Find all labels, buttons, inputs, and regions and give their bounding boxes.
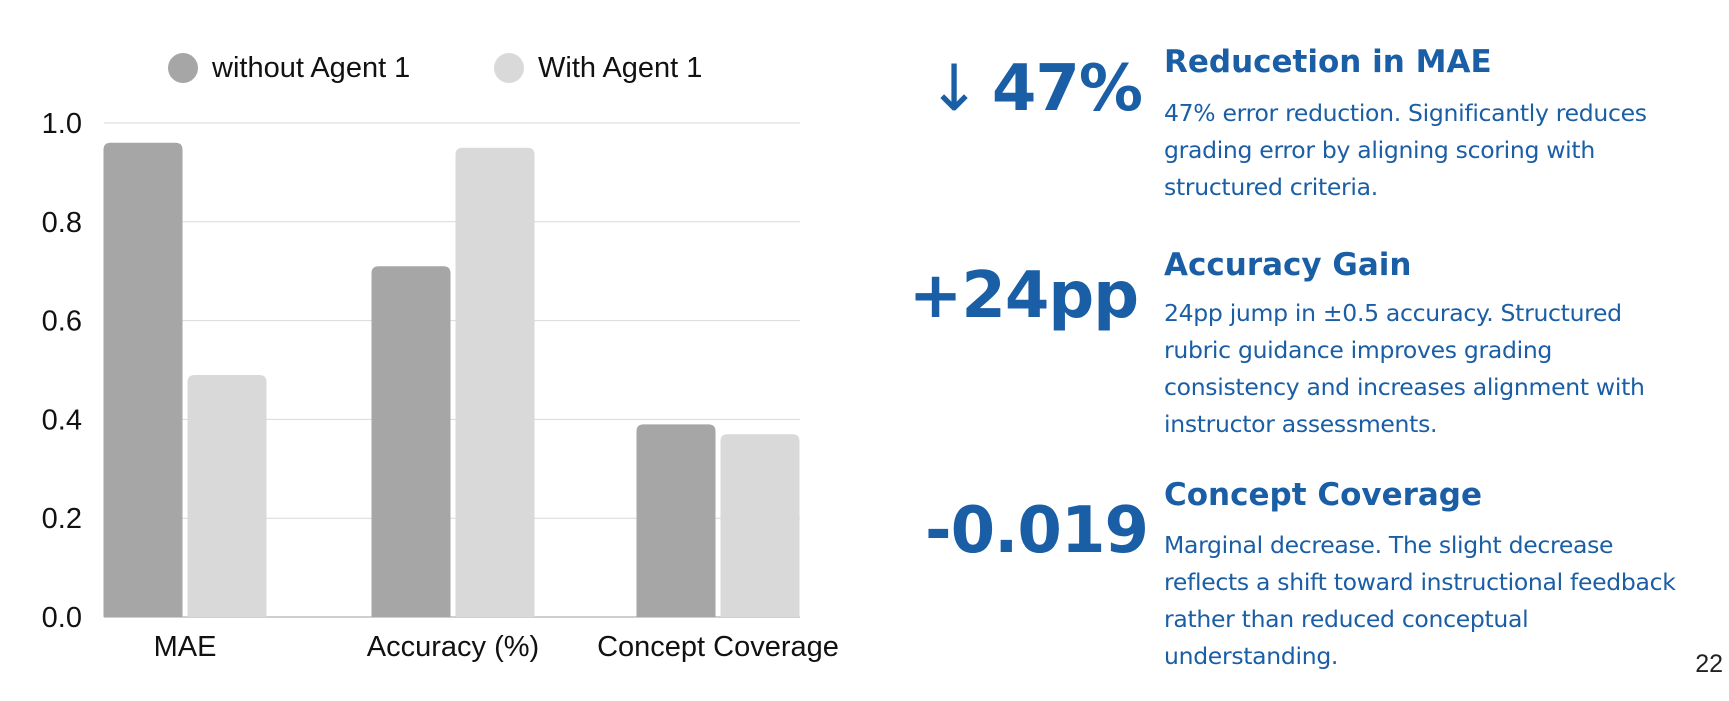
bar [720, 434, 800, 617]
bar [455, 147, 535, 617]
y-tick-label: 0.0 [42, 602, 82, 634]
metric-concept-coverage-value: -0.019 [925, 494, 1149, 568]
bar [187, 374, 267, 617]
legend-label: without Agent 1 [211, 52, 410, 84]
metric-accuracy-description: 24pp jump in ±0.5 accuracy. Structured r… [1164, 299, 1645, 438]
metric-mae-heading: Reducetion in MAE [1164, 44, 1492, 80]
metric-mae-description: 47% error reduction. Significantly reduc… [1164, 99, 1647, 201]
down-arrow-icon: ↓ [927, 52, 981, 126]
y-tick-label: 0.2 [42, 503, 82, 535]
page-number: 22 [1695, 650, 1723, 678]
metric-accuracy-value: +24pp [908, 259, 1139, 333]
legend-label: With Agent 1 [538, 52, 702, 84]
metric-mae-value: ↓ 47% [852, 52, 1143, 126]
x-tick-label: Accuracy (%) [367, 631, 539, 663]
legend-swatch [494, 53, 524, 83]
y-tick-label: 1.0 [42, 108, 82, 140]
metric-concept-coverage-heading: Concept Coverage [1164, 477, 1483, 513]
bar [103, 142, 183, 617]
x-tick-label: Concept Coverage [597, 631, 839, 663]
legend-swatch [168, 53, 198, 83]
metric-accuracy-heading: Accuracy Gain [1164, 247, 1412, 283]
metric-mae-number: 47% [991, 52, 1143, 126]
y-tick-label: 0.6 [42, 306, 82, 338]
bar-chart: 0.0 0.2 0.4 0.6 0.8 1.0 MAE Accuracy (%) Concept… [42, 52, 839, 663]
metric-concept-coverage-description: Marginal decrease. The slight decrease r… [1164, 531, 1676, 670]
y-tick-label: 0.8 [42, 207, 82, 239]
x-tick-label: MAE [154, 631, 217, 663]
bar [636, 424, 716, 617]
bar [371, 266, 451, 617]
y-tick-label: 0.4 [42, 404, 82, 436]
